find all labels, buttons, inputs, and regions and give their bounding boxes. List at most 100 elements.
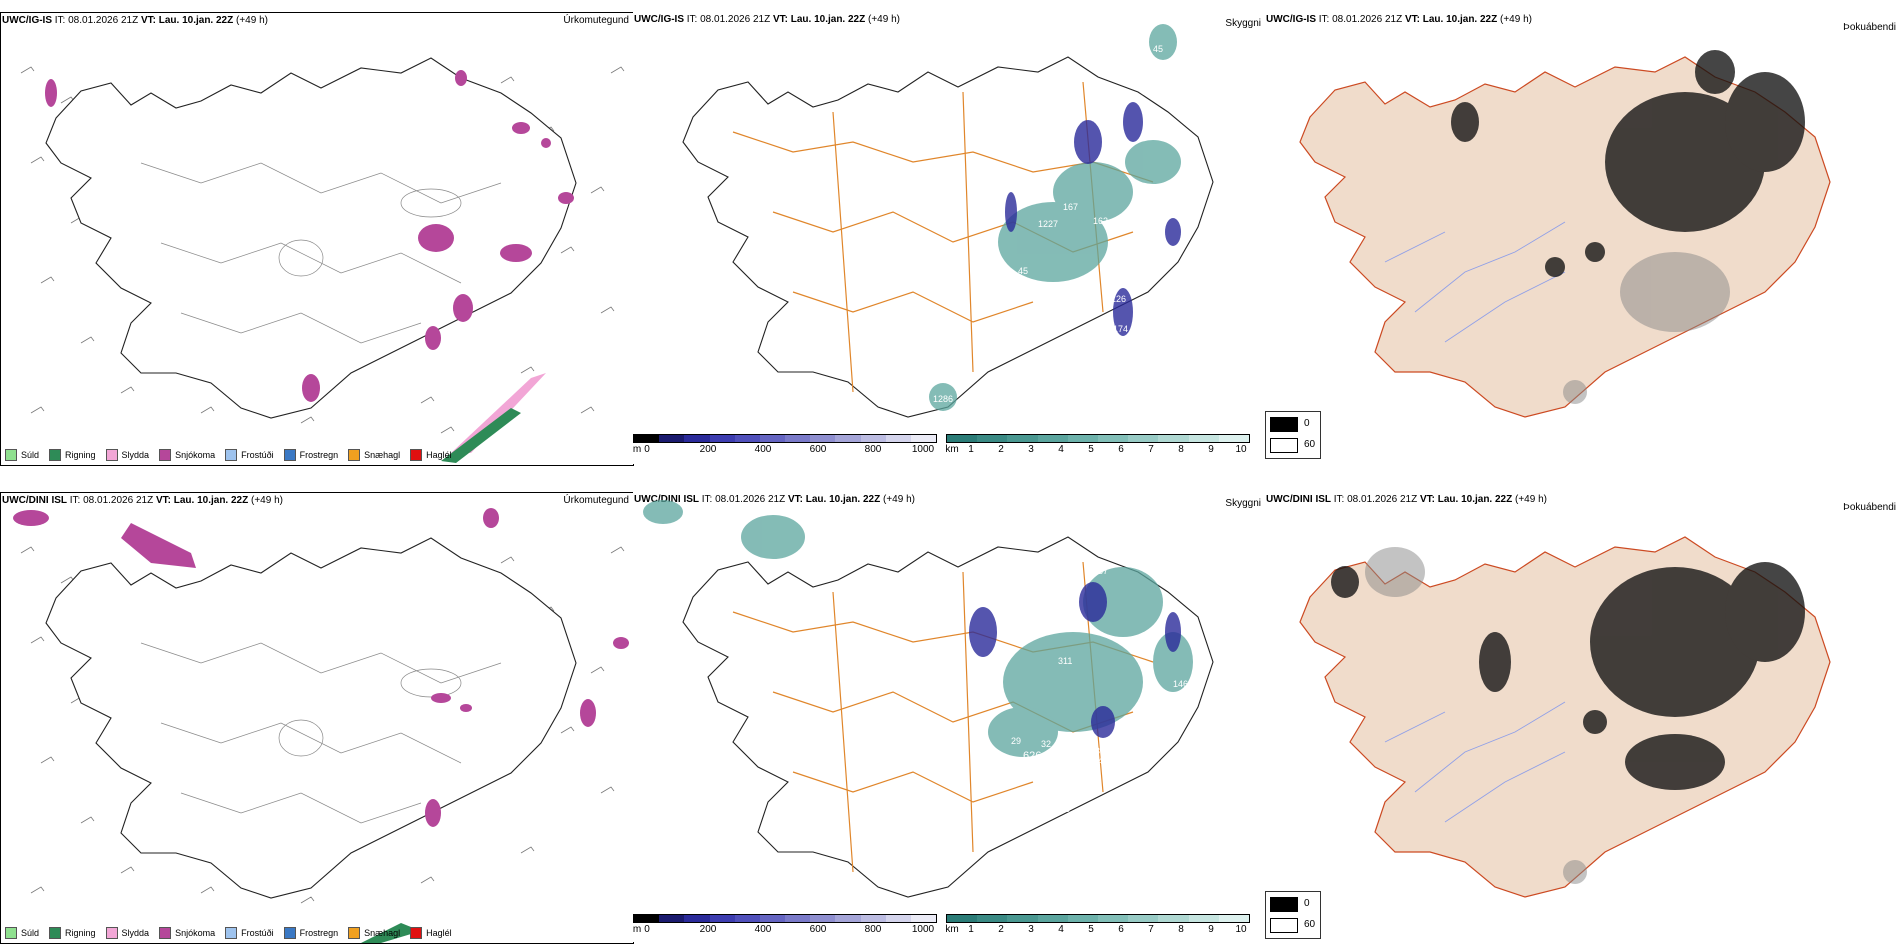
ceiling-label: 126 [1111, 294, 1126, 304]
visibility-areas [929, 24, 1181, 411]
colorbar-segment [1007, 435, 1038, 442]
legend-item-sudld: Súld [5, 449, 39, 461]
interior-contours [140, 162, 502, 344]
panel-header: UWC/IG-IS IT: 08.01.2026 21Z VT: Lau. 10… [1266, 14, 1532, 25]
ceiling-label: 167 [1063, 202, 1078, 212]
colorbar-segment [759, 915, 786, 922]
cloud-panel-bottom: UWC/DINI ISL IT: 08.01.2026 21Z VT: Lau.… [1265, 492, 1900, 942]
colorbar-segment [1158, 915, 1189, 922]
colorbar-segment [910, 435, 937, 442]
colorbar-segment [1188, 915, 1219, 922]
colorbar-segment [910, 915, 937, 922]
panel-header: UWC/DINI ISL IT: 08.01.2026 21Z VT: Lau.… [2, 495, 283, 506]
ceiling-value-labels: 276 626 37 51 32 143 146 144 234 335 29 … [945, 566, 1188, 814]
wind-barbs [20, 546, 625, 904]
panel-header: UWC/DINI ISL IT: 08.01.2026 21Z VT: Lau.… [634, 494, 915, 505]
precip-type-panel-bottom: UWC/DINI ISL IT: 08.01.2026 21Z VT: Lau.… [0, 492, 634, 944]
fog-legend: 0 60 [1265, 891, 1321, 939]
sleet-rain-bands [441, 373, 546, 463]
fog-areas [1451, 50, 1805, 277]
colorbar-segment [1158, 435, 1189, 442]
colorbar-segment [759, 435, 786, 442]
ceiling-label: 144 [1088, 756, 1103, 766]
legend-item-snaehagl: Snæhagl [348, 449, 400, 461]
colorbar-segment [709, 435, 735, 442]
colorbar-segment [1218, 435, 1250, 442]
ceiling-label: 32 [1041, 739, 1051, 749]
colorbar-segment [860, 435, 886, 442]
colorbar-segment [947, 435, 978, 442]
colorbar-segment [1098, 435, 1129, 442]
panel-title: Úrkomutegund [563, 15, 629, 26]
snowfall-areas [45, 70, 574, 402]
colorbar-segment [659, 915, 685, 922]
ceiling-label: 45 [1018, 266, 1028, 276]
colorbar-segment [835, 435, 861, 442]
ceiling-value-labels: 167 1227 45 162 62 65 126 174 94 45 58 1… [933, 44, 1191, 404]
colorbar-segment [1037, 435, 1068, 442]
ceiling-areas [969, 582, 1181, 738]
colorbar-segment [947, 915, 978, 922]
colorbar-segment [810, 915, 836, 922]
precip-type-legend: Súld Rigning Slydda Snjókoma Frostúði Fr… [5, 927, 462, 939]
ceiling-label: 162 [1093, 216, 1108, 226]
interior-contours [140, 642, 502, 824]
ceiling-label: 45 [1153, 44, 1163, 54]
iceland-map-precip-type [13, 508, 629, 943]
iceland-map-cloud [1299, 50, 1831, 418]
visibility-colorbar [946, 434, 1250, 443]
colorbar-segment [684, 435, 710, 442]
colorbar-segment [1188, 435, 1219, 442]
legend-item-frostudi: Frostúði [225, 927, 274, 939]
legend-item-rigning: Rigning [49, 927, 96, 939]
ceiling-label: 29 [1011, 736, 1021, 746]
river-lines [1384, 701, 1566, 823]
rain-band [361, 923, 421, 943]
legend-item-hagel: Haglél [410, 927, 452, 939]
panel-title: Úrkomutegund [563, 495, 629, 506]
wind-barbs [20, 66, 625, 434]
colorbar-segment [684, 915, 710, 922]
colorbar-segment [1067, 435, 1099, 442]
panel-title: Skyggni [1225, 18, 1261, 29]
colorbar-segment [1067, 915, 1099, 922]
colorbar-segment [634, 915, 660, 922]
fog-light-areas [1365, 547, 1587, 884]
ceiling-label: 58 [1181, 182, 1191, 192]
legend-item-snjokoma: Snjókoma [159, 449, 215, 461]
colorbar-segment [885, 915, 911, 922]
panel-header: UWC/IG-IS IT: 08.01.2026 21Z VT: Lau. 10… [634, 14, 900, 25]
iceland-coastline [45, 57, 577, 419]
ceiling-label: 143 [1085, 746, 1100, 756]
legend-item-frostregn: Frostregn [283, 449, 338, 461]
ceiling-label: 51 [1161, 566, 1171, 576]
visibility-panel-bottom: UWC/DINI ISL IT: 08.01.2026 21Z VT: Lau.… [633, 492, 1263, 942]
colorbar-segment [977, 435, 1008, 442]
colorbar-segment [1128, 435, 1159, 442]
iceland-map-cloud [1299, 536, 1831, 898]
iceland-map-visibility: 167 1227 45 162 62 65 126 174 94 45 58 1… [682, 24, 1214, 418]
ceiling-label: 626 [1023, 750, 1041, 762]
ceiling-colorbar [633, 434, 937, 443]
iceland-coastline [45, 537, 577, 899]
iceland-map-visibility: 276 626 37 51 32 143 146 144 234 335 29 … [643, 500, 1214, 898]
snowfall-areas [13, 508, 629, 827]
ceiling-label: 1227 [1038, 219, 1058, 229]
iceland-coastline [682, 536, 1214, 898]
colorbar-segment [709, 915, 735, 922]
ceiling-areas [1005, 102, 1181, 336]
fog-legend: 0 60 [1265, 411, 1321, 459]
visibility-areas [643, 500, 1193, 757]
colorbar-segment [634, 435, 660, 442]
fog-light-areas [1563, 252, 1730, 404]
legend-item-slydda: Slydda [105, 927, 149, 939]
ceiling-label: 1286 [933, 394, 953, 404]
colorbar-segment [1007, 915, 1038, 922]
fog-areas [1331, 562, 1805, 790]
ceiling-label: 94 [1153, 262, 1163, 272]
colorbar-segment [734, 435, 760, 442]
legend-item-frostudi: Frostúði [225, 449, 274, 461]
cloud-panel-top: UWC/IG-IS IT: 08.01.2026 21Z VT: Lau. 10… [1265, 12, 1900, 464]
precip-type-legend: Súld Rigning Slydda Snjókoma Frostúði Fr… [5, 449, 462, 461]
panel-header: UWC/DINI ISL IT: 08.01.2026 21Z VT: Lau.… [1266, 494, 1547, 505]
